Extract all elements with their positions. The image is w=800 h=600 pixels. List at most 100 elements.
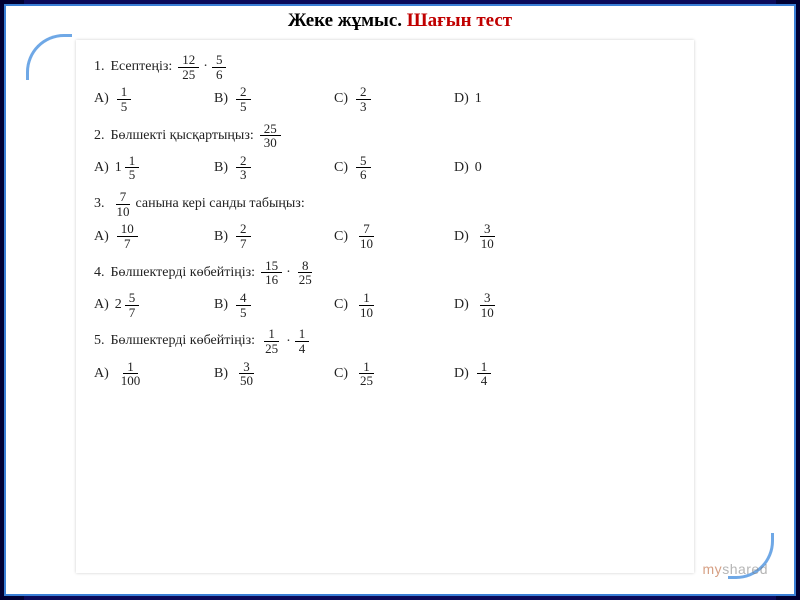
answer-option: B) 45 — [214, 291, 334, 319]
fraction: 1225 — [178, 53, 199, 81]
option-label: B) — [214, 91, 228, 107]
fraction: 710 — [356, 222, 377, 250]
option-label: D) — [454, 229, 469, 245]
fraction: 110 — [356, 291, 377, 319]
mixed-number: 115 — [115, 154, 142, 182]
question-text: Бөлшектерді көбейтіңіз: — [111, 265, 256, 281]
answer-option: C) 125 — [334, 360, 454, 388]
answer-option: A) 107 — [94, 222, 214, 250]
test-paper: 1.Есептеңіз: 1225·56A)15B)25C)23D)12.Бөл… — [76, 40, 694, 573]
option-label: B) — [214, 297, 228, 313]
answer-option: B) 350 — [214, 360, 334, 388]
fraction: 310 — [477, 291, 498, 319]
fraction: 14 — [295, 327, 310, 355]
question-text: санына кері санды табыңыз: — [136, 196, 305, 212]
question-number: 4. — [94, 265, 105, 281]
answer-option: D) 1 — [454, 91, 524, 107]
fraction: 107 — [117, 222, 138, 250]
fraction: 56 — [356, 154, 371, 182]
options-row: A) 1100 B) 350 C) 125 D) 14 — [94, 360, 676, 388]
fraction: 14 — [477, 360, 492, 388]
option-label: C) — [334, 297, 348, 313]
option-label: A) — [94, 366, 109, 382]
content-area: 1.Есептеңіз: 1225·56A)15B)25C)23D)12.Бөл… — [26, 34, 774, 579]
product-expression: 1225·56 — [176, 53, 228, 81]
fraction: 710 — [113, 190, 134, 218]
fraction: 310 — [477, 222, 498, 250]
question-row: 3. 710 санына кері санды табыңыз: — [94, 190, 676, 218]
options-row: A)15B) 25 C) 23 D) 1 — [94, 85, 676, 113]
option-label: C) — [334, 366, 348, 382]
option-label: C) — [334, 229, 348, 245]
answer-option: A) 1100 — [94, 360, 214, 388]
question-number: 1. — [94, 59, 105, 75]
fraction: 45 — [236, 291, 251, 319]
answer-option: A) 115 — [94, 154, 214, 182]
answer-option: A)15 — [94, 85, 214, 113]
fraction: 125 — [356, 360, 377, 388]
option-label: B) — [214, 229, 228, 245]
corner-decoration-tl — [26, 34, 72, 80]
slide-title: Жеке жұмыс. Шағын тест — [6, 6, 794, 34]
question-number: 3. — [94, 196, 105, 212]
fraction: 57 — [125, 291, 140, 319]
options-row: A) 107 B) 27 C) 710 D) 310 — [94, 222, 676, 250]
answer-option: C) 56 — [334, 154, 454, 182]
fraction: 825 — [295, 259, 316, 287]
answer-option: B)23 — [214, 154, 334, 182]
answer-option: B) 25 — [214, 85, 334, 113]
answer-option: D) 14 — [454, 360, 524, 388]
option-label: C) — [334, 160, 348, 176]
fraction: 23 — [356, 85, 371, 113]
answer-option: A) 257 — [94, 291, 214, 319]
watermark-pre: my — [703, 561, 723, 577]
option-label: D) — [454, 91, 469, 107]
slide-frame: Жеке жұмыс. Шағын тест 1. Есептеңіз: 1225… — [4, 4, 796, 596]
fraction: 15 — [125, 154, 140, 182]
question-text: Бөлшектерді көбейтіңіз: — [111, 333, 256, 349]
answer-option: D) 310 — [454, 222, 524, 250]
fraction: 125 — [261, 327, 282, 355]
answer-option: D) 310 — [454, 291, 524, 319]
option-label: A) — [94, 160, 109, 176]
answer-option: D) 0 — [454, 160, 524, 176]
fraction: 350 — [236, 360, 257, 388]
question-number: 2. — [94, 128, 105, 144]
plain-value: 0 — [475, 160, 482, 176]
plain-value: 1 — [475, 91, 482, 107]
option-label: D) — [454, 366, 469, 382]
product-expression: 125·14 — [259, 327, 311, 355]
option-label: A) — [94, 297, 109, 313]
option-label: D) — [454, 160, 469, 176]
question-text: Есептеңіз: — [111, 59, 173, 75]
answer-option: C) 110 — [334, 291, 454, 319]
watermark-post: shared — [722, 561, 768, 577]
option-label: C) — [334, 91, 348, 107]
question-number: 5. — [94, 333, 105, 349]
fraction: 15 — [117, 85, 132, 113]
mixed-number: 257 — [115, 291, 142, 319]
answer-option: B) 27 — [214, 222, 334, 250]
question-text: Бөлшекті қысқартыңыз: — [111, 128, 254, 144]
option-label: A) — [94, 229, 109, 245]
option-label: B) — [214, 160, 228, 176]
options-row: A) 115 B)23C) 56 D) 0 — [94, 154, 676, 182]
fraction: 1100 — [117, 360, 145, 388]
option-label: B) — [214, 366, 228, 382]
question-row: 1. Есептеңіз: 1225·56 — [94, 53, 676, 81]
fraction: 56 — [212, 53, 227, 81]
options-row: A) 257 B) 45 C) 110 D) 310 — [94, 291, 676, 319]
fraction: 27 — [236, 222, 251, 250]
title-part2: Шағын тест — [407, 10, 512, 31]
fraction: 25 — [236, 85, 251, 113]
answer-option: C) 23 — [334, 85, 454, 113]
fraction: 2530 — [260, 122, 281, 150]
answer-option: C) 710 — [334, 222, 454, 250]
outer-frame: Жеке жұмыс. Шағын тест 1. Есептеңіз: 1225… — [0, 0, 800, 600]
fraction: 1516 — [261, 259, 282, 287]
title-part1: Жеке жұмыс. — [288, 10, 407, 31]
watermark: myshared — [703, 561, 768, 577]
option-label: D) — [454, 297, 469, 313]
question-row: 4.Бөлшектерді көбейтіңіз: 1516·825 — [94, 259, 676, 287]
question-row: 5. Бөлшектерді көбейтіңіз: 125·14 — [94, 327, 676, 355]
